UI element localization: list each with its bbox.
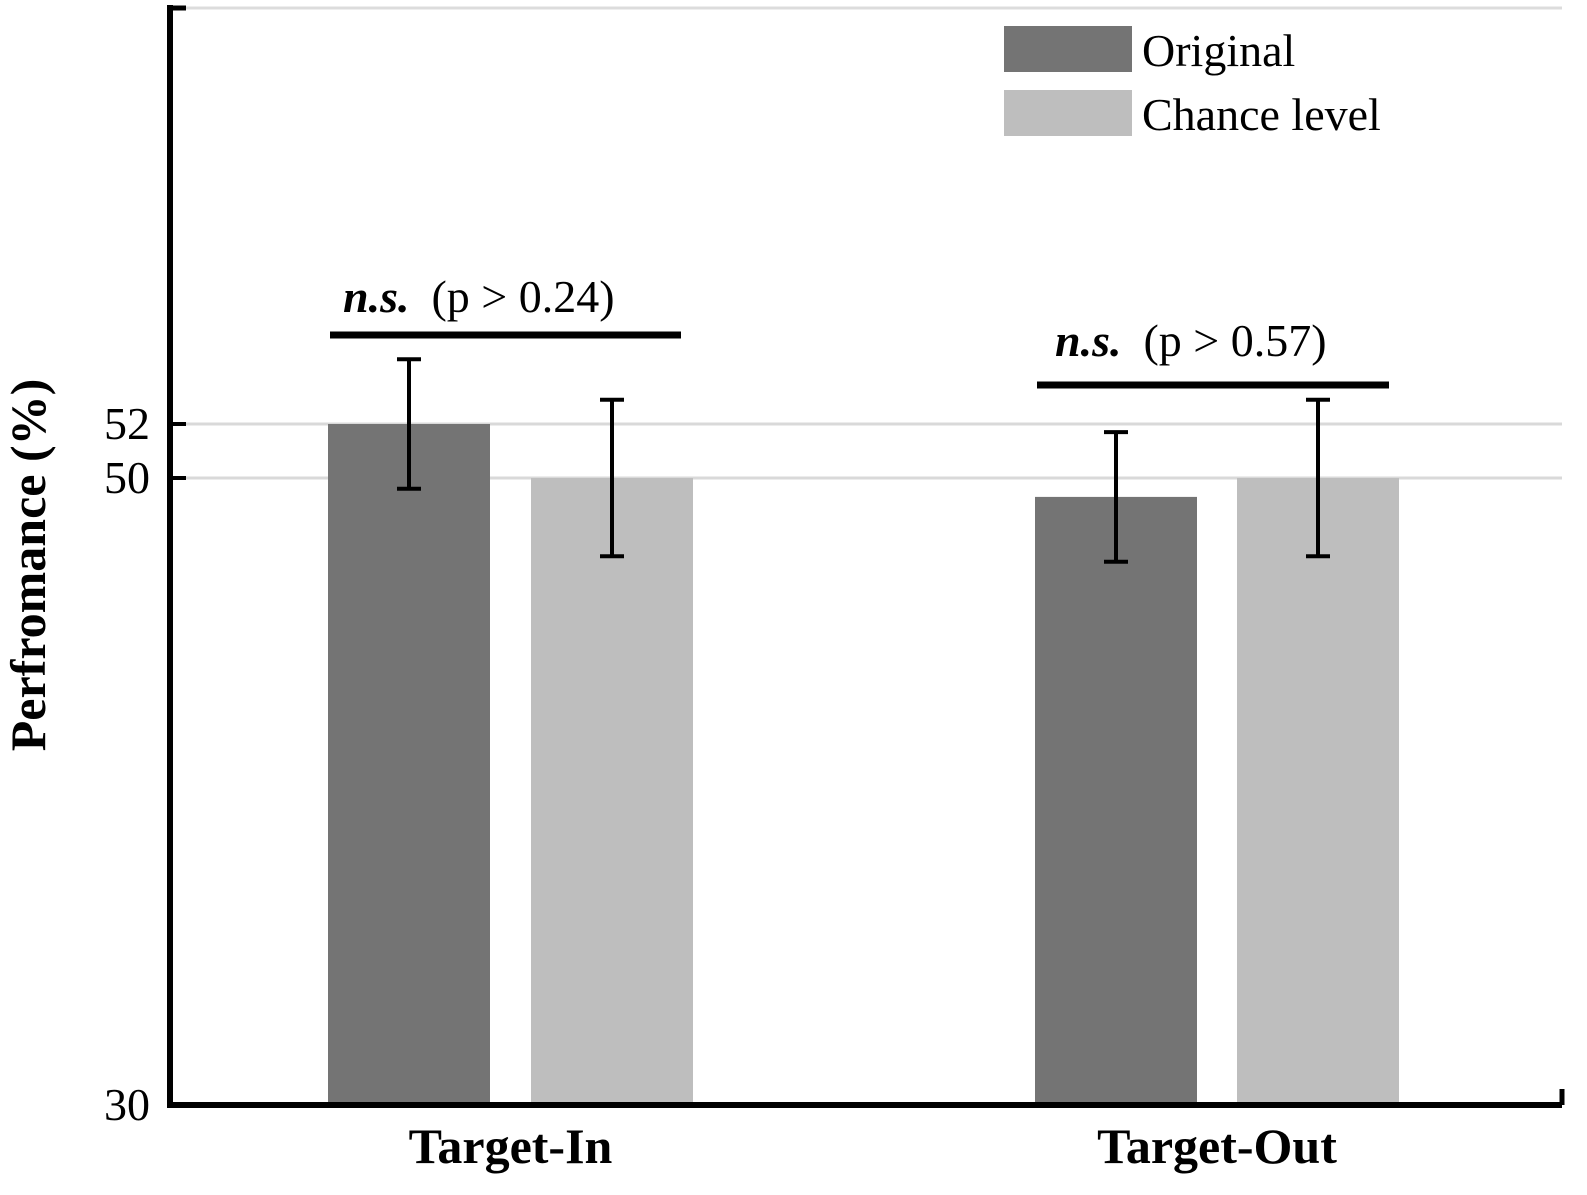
y-tick-label-50: 50 [104,452,150,503]
gridlines [170,6,1562,480]
bar-target-in-original [328,424,490,1105]
bar-target-in-chance-level [531,478,693,1105]
legend: Original Chance level [1004,25,1381,140]
y-axis-label: Perfromance (%) [0,379,56,752]
p-value-label: (p > 0.24) [431,271,614,322]
error-bar-target-out-original [1104,430,1128,564]
legend-swatch [1004,26,1132,72]
x-tick-labels: Target-In Target-Out [409,1118,1338,1174]
legend-item-original: Original [1004,25,1295,76]
error-bars [397,357,1330,564]
annotation-target-out: n.s. (p > 0.57) [1037,315,1389,389]
bar-target-out-chance-level [1237,478,1399,1105]
legend-item-chance-level: Chance level [1004,89,1381,140]
p-value-label: (p > 0.57) [1143,315,1326,366]
axes [167,5,1565,1108]
y-tick-label-30: 30 [104,1079,150,1130]
legend-label: Chance level [1142,89,1381,140]
x-tick-label-target-in: Target-In [409,1118,613,1174]
error-bar-target-out-chance-level [1306,397,1330,559]
legend-swatch [1004,90,1132,136]
legend-label: Original [1142,25,1295,76]
error-bar-target-in-chance-level [600,397,624,559]
bar-target-out-original [1035,496,1197,1105]
x-tick-label-target-out: Target-Out [1097,1118,1337,1174]
y-tick-label-52: 52 [104,398,150,449]
error-bar-target-in-original [397,357,421,491]
ns-label: n.s. [343,271,409,322]
significance-label: n.s. (p > 0.57) [1055,315,1327,366]
ns-label: n.s. [1055,315,1121,366]
significance-label: n.s. (p > 0.24) [343,271,615,322]
bars [328,424,1399,1105]
annotation-target-in: n.s. (p > 0.24) [330,271,681,339]
significance-annotations: n.s. (p > 0.24) n.s. (p > 0.57) [330,271,1389,389]
